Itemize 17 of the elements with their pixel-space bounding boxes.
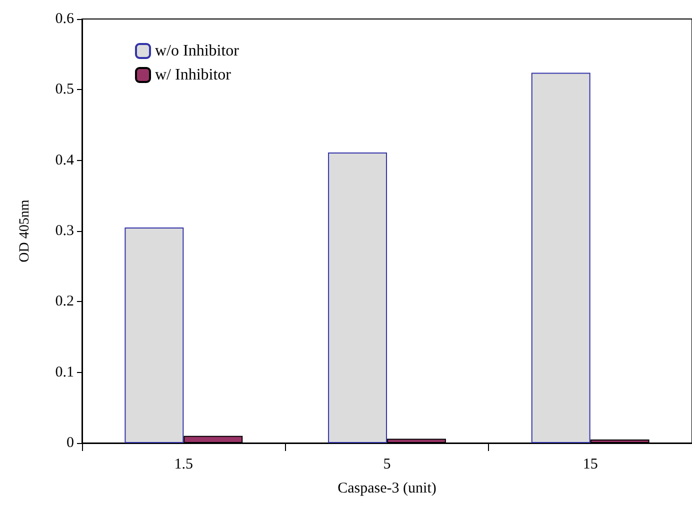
y-tick-label: 0.6 bbox=[55, 11, 74, 27]
legend-label: w/o Inhibitor bbox=[155, 42, 240, 60]
y-tick-label: 0.5 bbox=[55, 82, 74, 98]
y-tick-label: 0.3 bbox=[55, 223, 74, 239]
legend-label: w/ Inhibitor bbox=[155, 66, 232, 84]
bar bbox=[124, 227, 184, 443]
x-tick-label: 5 bbox=[383, 456, 391, 472]
y-tick-label: 0.2 bbox=[55, 294, 74, 310]
y-tick-label: 0.4 bbox=[55, 152, 74, 168]
x-tick-label: 15 bbox=[582, 456, 598, 472]
y-tick-label: 0 bbox=[66, 435, 74, 451]
y-tick-label: 0.1 bbox=[55, 364, 74, 380]
y-axis-title: OD 405nm bbox=[18, 200, 32, 262]
x-tick-label: 1.5 bbox=[174, 456, 194, 472]
bar bbox=[531, 72, 590, 443]
x-axis-title: Caspase-3 (unit) bbox=[338, 480, 436, 496]
bar bbox=[328, 152, 387, 443]
